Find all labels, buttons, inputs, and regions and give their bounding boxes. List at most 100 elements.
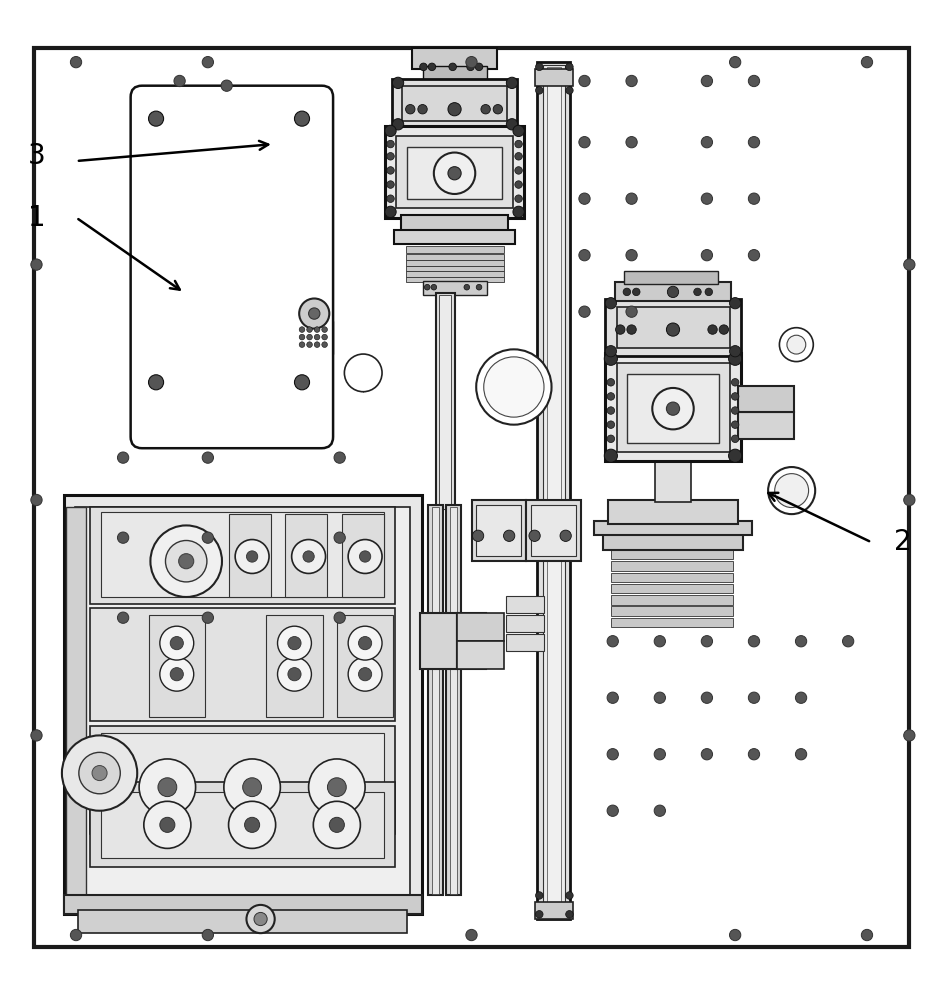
Bar xyxy=(75,507,410,903)
Circle shape xyxy=(515,167,522,174)
Circle shape xyxy=(299,327,305,332)
Circle shape xyxy=(607,636,619,647)
Circle shape xyxy=(159,817,174,832)
Circle shape xyxy=(732,393,739,400)
Circle shape xyxy=(476,284,482,290)
Circle shape xyxy=(730,346,741,357)
Circle shape xyxy=(749,75,760,87)
Bar xyxy=(611,573,734,582)
Circle shape xyxy=(780,328,813,362)
Circle shape xyxy=(515,181,522,188)
Bar xyxy=(420,613,457,669)
Bar xyxy=(506,615,544,632)
Bar xyxy=(392,79,517,128)
Text: 2: 2 xyxy=(894,528,912,556)
Circle shape xyxy=(244,817,259,832)
Circle shape xyxy=(314,327,320,332)
Bar xyxy=(422,66,487,81)
Bar xyxy=(385,126,524,218)
Circle shape xyxy=(749,193,760,204)
Bar xyxy=(432,507,439,894)
Circle shape xyxy=(861,57,872,68)
Circle shape xyxy=(732,407,739,414)
Circle shape xyxy=(607,692,619,703)
Circle shape xyxy=(795,749,806,760)
Circle shape xyxy=(472,530,484,541)
Circle shape xyxy=(536,892,543,899)
Circle shape xyxy=(385,125,396,137)
Bar xyxy=(608,500,738,524)
Bar xyxy=(655,460,691,502)
Circle shape xyxy=(118,612,129,623)
Circle shape xyxy=(607,379,615,386)
Circle shape xyxy=(730,57,741,68)
Circle shape xyxy=(228,801,275,848)
Bar xyxy=(738,412,794,439)
Circle shape xyxy=(605,346,617,357)
Bar xyxy=(285,514,327,597)
Circle shape xyxy=(242,778,261,797)
Bar xyxy=(64,495,422,914)
Circle shape xyxy=(334,452,345,463)
Bar xyxy=(337,615,393,717)
Bar xyxy=(64,895,422,914)
Bar xyxy=(617,307,730,348)
Bar xyxy=(396,136,513,208)
Circle shape xyxy=(626,137,637,148)
Circle shape xyxy=(434,153,475,194)
Circle shape xyxy=(729,449,742,462)
Circle shape xyxy=(306,342,312,347)
Bar xyxy=(102,792,384,858)
Bar xyxy=(78,910,407,933)
Circle shape xyxy=(787,335,805,354)
Circle shape xyxy=(149,375,163,390)
Circle shape xyxy=(626,306,637,317)
Circle shape xyxy=(387,140,394,148)
Circle shape xyxy=(475,63,483,71)
Circle shape xyxy=(579,250,590,261)
Circle shape xyxy=(308,308,320,319)
Circle shape xyxy=(313,801,360,848)
Circle shape xyxy=(159,626,193,660)
Circle shape xyxy=(31,259,42,270)
Circle shape xyxy=(202,452,213,463)
Bar xyxy=(266,615,323,717)
Bar xyxy=(300,304,328,323)
Circle shape xyxy=(358,637,372,650)
Circle shape xyxy=(626,250,637,261)
Bar xyxy=(611,618,734,627)
Circle shape xyxy=(344,354,382,392)
Circle shape xyxy=(579,306,590,317)
Circle shape xyxy=(720,325,729,334)
Circle shape xyxy=(71,57,82,68)
Circle shape xyxy=(749,749,760,760)
Circle shape xyxy=(118,532,129,543)
Circle shape xyxy=(702,193,713,204)
Circle shape xyxy=(306,334,312,340)
Circle shape xyxy=(607,421,615,428)
Circle shape xyxy=(667,323,680,336)
Circle shape xyxy=(392,77,404,89)
Circle shape xyxy=(702,250,713,261)
Circle shape xyxy=(903,494,915,506)
Bar xyxy=(538,62,571,919)
Circle shape xyxy=(170,637,183,650)
Circle shape xyxy=(626,75,637,87)
Circle shape xyxy=(174,75,185,87)
Bar xyxy=(457,613,505,641)
Circle shape xyxy=(159,657,193,691)
Circle shape xyxy=(202,929,213,941)
Circle shape xyxy=(299,342,305,347)
Bar xyxy=(450,507,457,894)
Bar xyxy=(476,505,521,556)
Bar xyxy=(526,500,581,561)
Circle shape xyxy=(387,195,394,202)
Circle shape xyxy=(288,637,301,650)
Circle shape xyxy=(481,105,490,114)
Circle shape xyxy=(165,540,207,582)
Circle shape xyxy=(387,153,394,160)
Circle shape xyxy=(702,137,713,148)
Bar xyxy=(91,507,395,604)
Circle shape xyxy=(702,749,713,760)
Bar xyxy=(401,215,508,232)
